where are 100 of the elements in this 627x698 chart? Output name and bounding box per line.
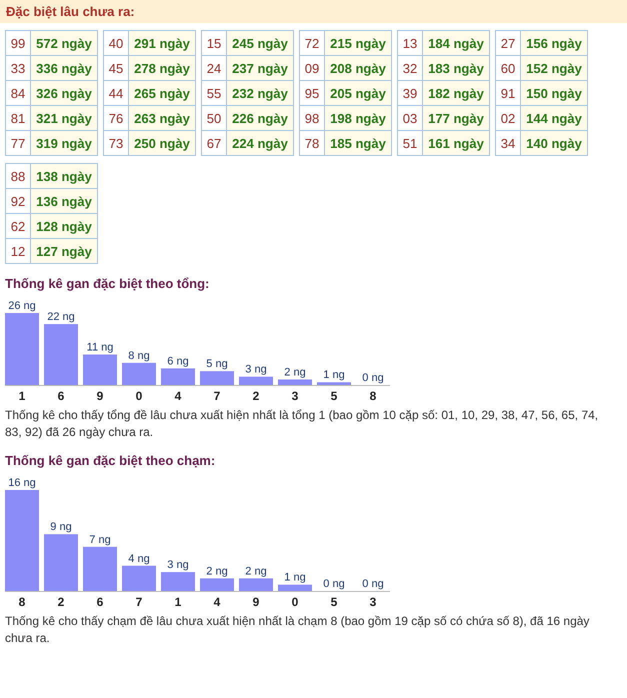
category-label: 33 — [6, 56, 30, 80]
category-label: 67 — [202, 130, 226, 156]
bar — [239, 578, 273, 591]
data-label: 185 ngày — [324, 130, 392, 156]
data-label: 9 ng — [50, 521, 72, 534]
data-label: 0 ng — [362, 372, 384, 384]
category-label: 13 — [398, 30, 422, 56]
data-label: 265 ngày — [128, 80, 196, 106]
data-label: 336 ngày — [30, 56, 98, 80]
bar — [278, 584, 312, 591]
data-label: 6 ng — [167, 355, 189, 368]
data-label: 3 ng — [167, 559, 189, 572]
data-label: 16 ng — [8, 477, 36, 489]
x-tick-label: 8 — [18, 595, 26, 609]
category-label: 60 — [496, 56, 520, 80]
text: Thống kê cho thấy tổng đề lâu chưa xuất hiện nhất là tổng 1 (bao gồm 10 cặp số: 01, 10, 29, 38, 47, 56, 65, 74, 83, 92) đã 26 ngày chưa ra. — [4, 407, 600, 441]
x-tick-label: 4 — [214, 595, 221, 609]
category-label: 50 — [202, 106, 226, 130]
bar — [83, 546, 117, 591]
category-label: 45 — [104, 56, 128, 80]
data-label: 232 ngày — [226, 80, 294, 106]
category-label: 12 — [6, 238, 30, 264]
data-label: 136 ngày — [30, 188, 98, 214]
bar — [161, 572, 195, 591]
data-label: 177 ngày — [422, 106, 490, 130]
category-label: 76 — [104, 106, 128, 130]
category-label: 44 — [104, 80, 128, 106]
category-label: 34 — [496, 130, 520, 156]
data-label: 263 ngày — [128, 106, 196, 130]
data-label: 326 ngày — [30, 80, 98, 106]
data-label: 182 ngày — [422, 80, 490, 106]
data-label: 7 ng — [89, 534, 111, 546]
bar — [200, 578, 234, 591]
data-label: 2 ng — [206, 565, 228, 578]
data-label: 215 ngày — [324, 30, 392, 56]
category-label: 73 — [104, 130, 128, 156]
category-label: 03 — [398, 106, 422, 130]
data-label: 8 ng — [128, 350, 150, 362]
data-label: 572 ngày — [30, 30, 98, 56]
category-label: 91 — [496, 80, 520, 106]
bar — [44, 324, 78, 385]
data-label: 250 ngày — [128, 130, 196, 156]
data-label: 2 ng — [245, 565, 267, 578]
data-label: 144 ngày — [520, 106, 588, 130]
category-label: 15 — [202, 30, 226, 56]
data-label: 26 ng — [8, 300, 36, 312]
x-tick-label: 2 — [58, 595, 65, 609]
bar — [122, 362, 156, 385]
bar — [44, 534, 78, 591]
data-label: 1 ng — [323, 369, 345, 382]
data-label: 319 ngày — [30, 130, 98, 156]
data-label: 140 ngày — [520, 130, 588, 156]
category-label: 78 — [300, 130, 324, 156]
x-tick-label: 9 — [96, 389, 104, 403]
data-label: 205 ngày — [324, 80, 392, 106]
category-label: 51 — [398, 130, 422, 156]
data-label: 150 ngày — [520, 80, 588, 106]
category-label: 32 — [398, 56, 422, 80]
data-label: 161 ngày — [422, 130, 490, 156]
category-label: 99 — [6, 30, 30, 56]
data-label: 22 ng — [47, 311, 75, 324]
data-label: 1 ng — [284, 572, 306, 584]
x-tick-label: 9 — [252, 595, 260, 609]
data-label: 226 ngày — [226, 106, 294, 130]
data-label: 152 ngày — [520, 56, 588, 80]
data-label: 321 ngày — [30, 106, 98, 130]
data-label: 138 ngày — [30, 164, 98, 188]
x-tick-label: 5 — [330, 595, 338, 609]
category-label: 62 — [6, 214, 30, 238]
x-tick-label: 1 — [174, 595, 182, 609]
category-label: 88 — [6, 164, 30, 188]
x-tick-label: 6 — [58, 389, 65, 403]
category-label: 92 — [6, 188, 30, 214]
x-tick-label: 6 — [96, 595, 104, 609]
category-label: 24 — [202, 56, 226, 80]
data-label: 184 ngày — [422, 30, 490, 56]
category-label: 09 — [300, 56, 324, 80]
category-label: 95 — [300, 80, 324, 106]
bar — [161, 368, 195, 385]
data-label: 291 ngày — [128, 30, 196, 56]
data-label: 0 ng — [362, 578, 384, 590]
bar — [5, 313, 39, 385]
bar — [200, 371, 234, 385]
data-label: 208 ngày — [324, 56, 392, 80]
category-label: 39 — [398, 80, 422, 106]
category-label: 27 — [496, 30, 520, 56]
data-label: 4 ng — [128, 552, 150, 565]
data-label: 156 ngày — [520, 30, 588, 56]
data-label: 237 ngày — [226, 56, 294, 80]
x-tick-label: 3 — [292, 389, 299, 403]
x-tick-label: 4 — [174, 389, 182, 403]
data-label: 0 ng — [323, 578, 345, 590]
x-tick-label: 5 — [330, 389, 338, 403]
category-label: 77 — [6, 130, 30, 156]
data-label: 127 ngày — [30, 238, 98, 264]
bar — [239, 376, 273, 385]
bar — [122, 566, 156, 591]
x-tick-label: 7 — [136, 595, 143, 609]
data-label: 2 ng — [284, 366, 306, 378]
bar — [278, 379, 312, 385]
